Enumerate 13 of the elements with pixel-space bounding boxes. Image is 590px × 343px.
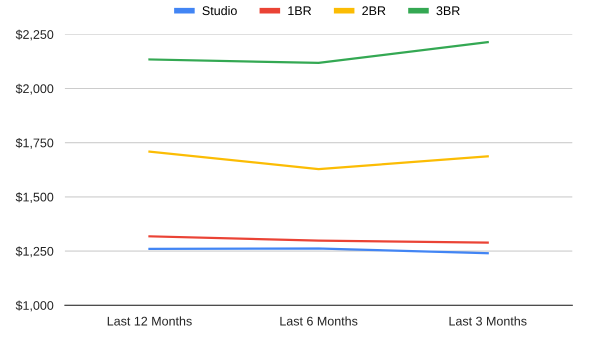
y-tick-label: $1,500: [16, 192, 54, 204]
x-tick-label: Last 6 Months: [280, 316, 358, 326]
y-tick-label: $2,250: [16, 30, 54, 40]
y-tick-label: $1,000: [16, 300, 54, 312]
y-tick-label: $1,750: [16, 138, 54, 149]
legend-label: Studio: [202, 6, 237, 16]
y-tick-label: $2,000: [16, 84, 54, 95]
y-tick-label: $1,250: [16, 246, 54, 258]
legend-label: 3BR: [436, 6, 460, 16]
legend-label: 2BR: [362, 6, 386, 16]
x-tick-label: Last 12 Months: [108, 316, 192, 326]
x-tick-label: Last 3 Months: [450, 316, 527, 326]
legend-label: 1BR: [288, 6, 312, 16]
